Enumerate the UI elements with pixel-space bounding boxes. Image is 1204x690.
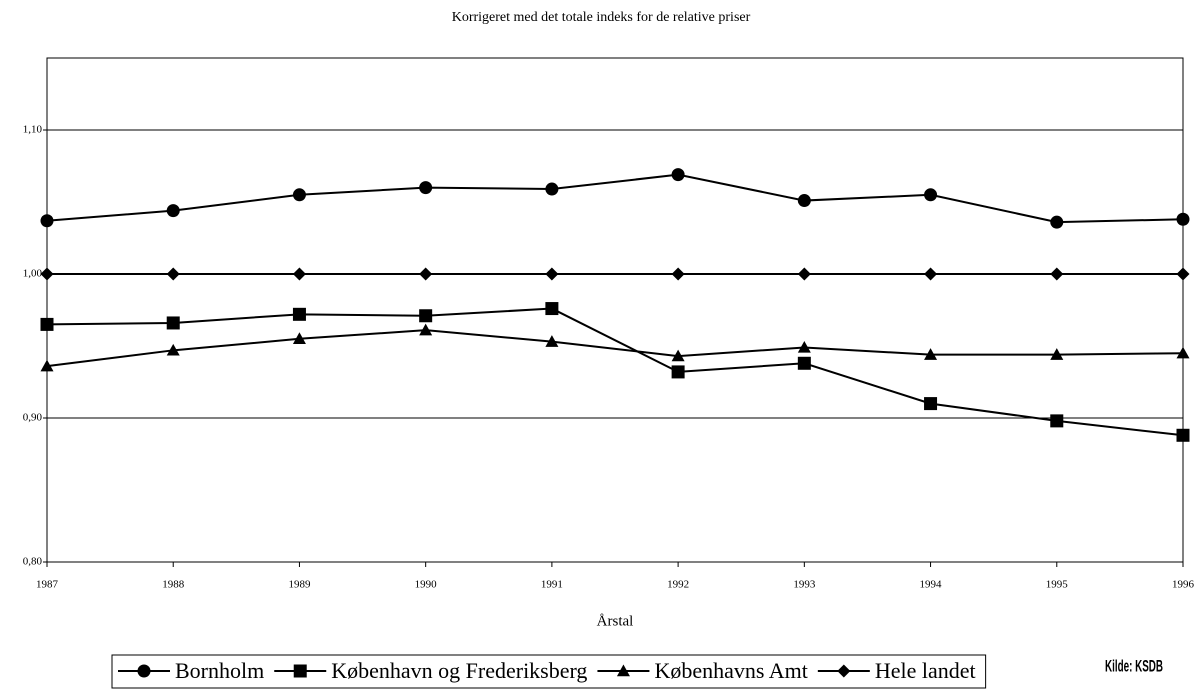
marker (1050, 215, 1064, 229)
marker (40, 317, 54, 331)
marker (545, 335, 559, 347)
legend-label: København og Frederiksberg (331, 658, 587, 683)
marker (166, 204, 180, 218)
source-note: Kilde: KSDB (1105, 656, 1163, 675)
y-tick-label: 0,90 (23, 412, 43, 424)
marker (1050, 267, 1064, 281)
marker (671, 365, 685, 379)
legend-marker (837, 664, 851, 678)
marker (797, 340, 811, 353)
marker (797, 267, 811, 281)
chart-title: Korrigeret med det totale indeks for de … (452, 10, 751, 25)
marker (166, 267, 180, 281)
y-tick-label: 1,10 (23, 124, 43, 136)
x-tick-label: 1993 (793, 579, 816, 591)
legend: Bornholm København og Frederiksberg Københ… (111, 654, 987, 689)
x-tick-label: 1995 (1046, 579, 1069, 591)
legend-marker (616, 664, 630, 677)
marker (40, 359, 54, 372)
marker (545, 267, 559, 281)
legend-label: Bornholm (175, 658, 264, 683)
x-tick-label: 1992 (667, 579, 689, 591)
x-axis-label: Årstal (597, 613, 634, 629)
marker (924, 397, 938, 411)
x-tick-label: 1994 (920, 579, 943, 591)
marker (671, 349, 685, 362)
marker (924, 188, 938, 202)
legend-label: Hele landet (875, 658, 976, 683)
marker (292, 188, 306, 202)
marker (797, 356, 811, 370)
marker (292, 307, 306, 321)
marker (1176, 346, 1190, 359)
marker (1050, 414, 1064, 428)
marker (419, 267, 433, 281)
marker (671, 267, 685, 281)
x-tick-label: 1989 (288, 579, 311, 591)
series-line (46, 329, 1184, 368)
series-line (46, 307, 1184, 437)
marker (1176, 212, 1190, 226)
marker (419, 323, 433, 336)
marker (419, 181, 433, 195)
x-tick-label: 1990 (415, 579, 438, 591)
x-tick-label: 1987 (36, 579, 59, 591)
x-tick-label: 1996 (1172, 579, 1195, 591)
series-line (46, 173, 1184, 224)
x-tick-label: 1988 (162, 579, 185, 591)
plot-area (46, 57, 1184, 563)
marker (545, 182, 559, 196)
marker (924, 267, 938, 281)
marker (40, 214, 54, 228)
marker (797, 194, 811, 208)
legend-marker (293, 664, 307, 678)
marker (1050, 348, 1064, 360)
marker (1176, 428, 1190, 442)
x-tick-label: 1991 (541, 579, 563, 591)
marker (419, 309, 433, 323)
marker (1176, 267, 1190, 281)
marker (292, 332, 306, 344)
y-tick-label: 1,00 (23, 268, 43, 280)
marker (166, 316, 180, 330)
marker (40, 267, 54, 281)
legend-marker (137, 664, 151, 678)
legend-label: Københavns Amt (654, 658, 807, 683)
marker (545, 302, 559, 316)
marker (924, 348, 938, 360)
marker (292, 267, 306, 281)
marker (671, 168, 685, 182)
y-tick-label: 0,80 (23, 556, 43, 568)
marker (166, 343, 180, 356)
